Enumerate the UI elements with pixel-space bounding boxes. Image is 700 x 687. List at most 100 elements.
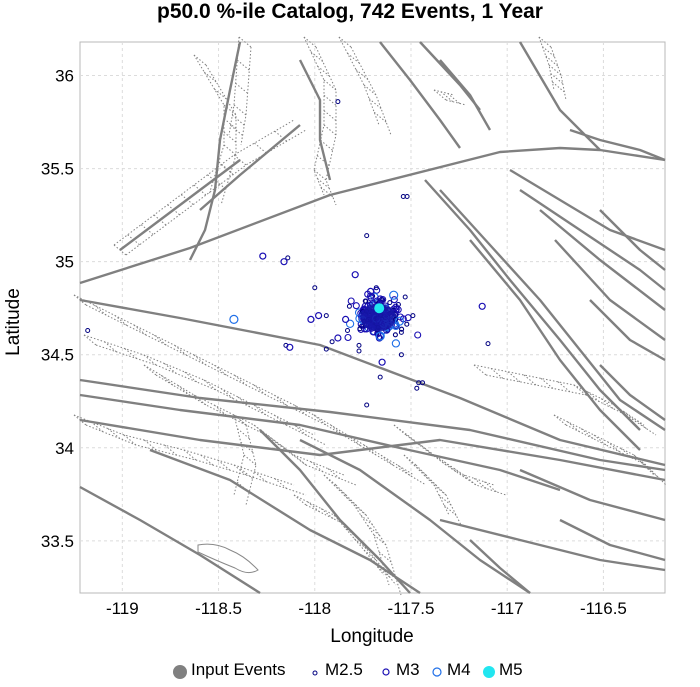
fault-surface-hatch — [634, 418, 647, 429]
fault-surface-edge — [228, 36, 240, 136]
fault-trace — [559, 518, 666, 562]
event-m3 — [478, 302, 486, 310]
fault-surface-hatch — [330, 424, 344, 436]
plot-area — [73, 36, 667, 596]
legend-marker-m4 — [432, 667, 442, 677]
fault-surface-hatch — [633, 454, 647, 466]
event-m25 — [323, 346, 329, 352]
fault-surface-hatch — [607, 441, 620, 453]
fault-trace — [79, 393, 561, 492]
fault-surface-hatch — [420, 445, 434, 456]
y-tick-label: 34 — [55, 439, 74, 458]
fault-surface-edge — [565, 424, 667, 486]
event-m4 — [375, 331, 385, 341]
fault-surface-hatch — [233, 414, 247, 426]
event-m25 — [323, 313, 329, 319]
event-m3 — [351, 271, 359, 279]
fault-surface-hatch — [347, 52, 360, 64]
fault-surface-hatch — [443, 461, 457, 473]
cluster-event — [404, 321, 410, 327]
fault-surface-hatch — [316, 155, 330, 166]
fault-surface-hatch — [240, 468, 253, 479]
fault-surface-hatch — [180, 194, 194, 205]
event-m3 — [367, 287, 375, 295]
event-m25 — [404, 194, 410, 199]
x-axis-label: Longitude — [330, 626, 413, 647]
fault-surface-hatch — [490, 368, 504, 379]
fault-trace — [149, 448, 421, 595]
fault-surface-hatch — [218, 161, 232, 173]
fault-surface-hatch — [213, 178, 227, 190]
fault-surface-hatch — [473, 364, 487, 376]
fault-trace — [509, 168, 666, 252]
fault-surface-hatch — [237, 396, 251, 408]
fault-surface-hatch — [367, 525, 380, 536]
fault-surface-edge — [83, 334, 315, 436]
fault-surface-hatch — [274, 414, 287, 426]
event-m25 — [414, 385, 420, 391]
fault-surface-hatch — [353, 504, 367, 516]
fault-surface-hatch — [538, 36, 552, 48]
fault-surface-edge — [338, 36, 380, 126]
fault-surface-hatch — [323, 110, 337, 121]
event-m25 — [377, 374, 383, 380]
fault-surface-hatch — [484, 481, 497, 493]
fault-surface-hatch — [347, 435, 361, 446]
fault-surface-hatch — [214, 88, 227, 100]
fault-surface-hatch — [363, 549, 377, 561]
fault-surface-hatch — [310, 461, 324, 473]
legend-label-m4: M4 — [447, 660, 471, 679]
fault-surface-hatch — [320, 139, 333, 151]
fault-surface-hatch — [343, 526, 357, 538]
event-m25 — [85, 328, 91, 333]
fault-trace — [554, 239, 666, 341]
event-m4 — [229, 314, 239, 324]
fault-surface-hatch — [507, 371, 521, 383]
fault-trace — [519, 189, 666, 291]
cluster-event — [344, 333, 352, 342]
event-m25 — [345, 328, 350, 333]
fault-trace — [299, 438, 531, 595]
fault-surface-hatch — [193, 54, 207, 66]
fault-lines — [73, 36, 667, 596]
fault-surface-hatch — [238, 36, 252, 48]
event-m25 — [485, 341, 491, 347]
y-axis-label: Latitude — [3, 288, 24, 356]
fault-surface-hatch — [203, 71, 217, 83]
legend-label-m3: M3 — [396, 660, 420, 679]
fault-surface-hatch — [550, 73, 564, 84]
event-m25 — [402, 294, 408, 300]
fault-surface-hatch — [143, 354, 157, 366]
fault-trace — [469, 239, 641, 451]
fault-surface-hatch — [310, 51, 324, 63]
fault-surface-hatch — [274, 478, 288, 489]
fault-surface-hatch — [317, 65, 330, 77]
fault-surface-hatch — [294, 425, 308, 436]
x-tick-label: -118 — [298, 599, 331, 618]
event-m25 — [335, 99, 341, 105]
event-m25 — [312, 285, 318, 291]
fault-surface-hatch — [243, 454, 257, 466]
event-m25 — [420, 380, 425, 386]
chart-title: p50.0 %-ile Catalog, 742 Events, 1 Year — [157, 0, 543, 23]
fault-surface-hatch — [183, 449, 197, 461]
event-m25 — [387, 300, 393, 306]
fault-surface-hatch — [267, 434, 280, 446]
cluster-event — [391, 339, 401, 348]
cluster-event — [392, 332, 398, 338]
cluster-event — [390, 296, 398, 304]
y-axis-ticks: 33.5 34 34.5 35 35.5 36 — [41, 67, 74, 551]
fault-surface-hatch — [333, 514, 347, 526]
fault-trace — [79, 378, 666, 472]
fault-trace — [119, 159, 241, 251]
legend-marker-m5 — [483, 666, 495, 678]
fault-surface-hatch — [373, 534, 387, 546]
fault-surface-edge — [405, 434, 507, 496]
cluster-event — [376, 295, 384, 303]
fault-surface-hatch — [254, 471, 267, 483]
fault-surface-hatch — [623, 411, 637, 423]
x-tick-label: -116.5 — [580, 599, 627, 618]
fault-surface-hatch — [223, 131, 237, 143]
fault-surface-hatch — [320, 508, 334, 519]
fault-surface-hatch — [355, 69, 369, 81]
